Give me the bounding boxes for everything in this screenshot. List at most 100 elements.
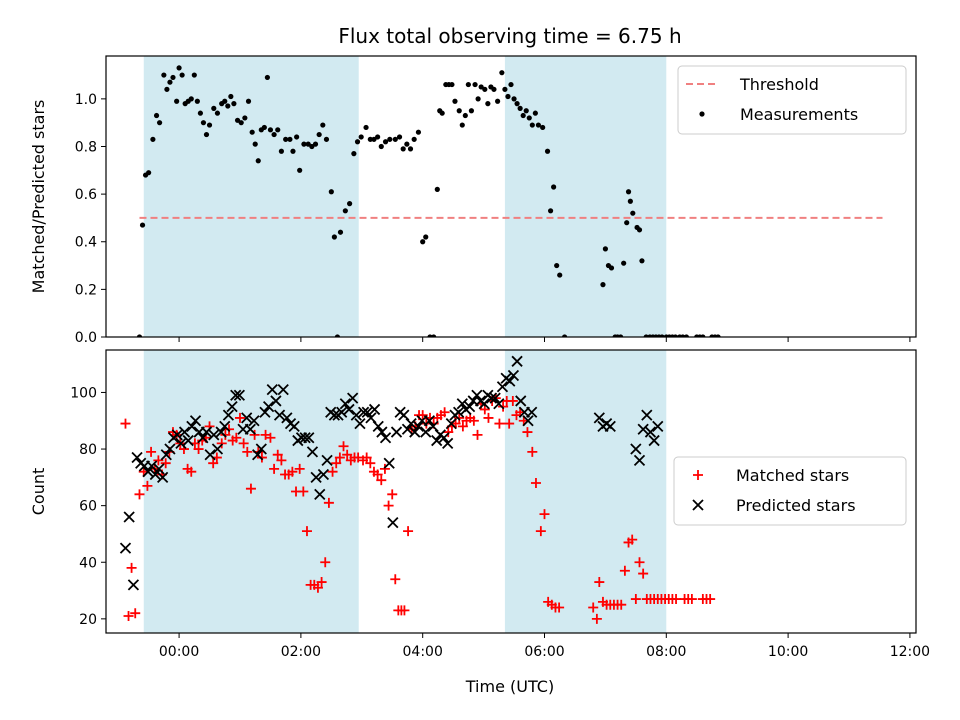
predicted-stars-point	[368, 403, 381, 416]
matched-stars-point	[387, 489, 398, 500]
measurements-point	[529, 122, 535, 128]
measurements-point	[387, 136, 393, 142]
measurements-point	[508, 81, 514, 88]
predicted-stars-point	[266, 383, 278, 396]
matched-stars-point	[126, 562, 137, 573]
matched-stars-point	[454, 412, 465, 423]
predicted-stars-point	[438, 432, 450, 444]
matched-stars-point	[554, 602, 565, 613]
predicted-stars-point	[175, 437, 187, 450]
matched-stars-point	[234, 412, 245, 423]
measurements-point	[621, 260, 627, 266]
measurements-point	[482, 86, 488, 92]
matched-stars-point	[338, 441, 349, 452]
predicted-stars-point	[248, 415, 260, 427]
y-tick-label: 60	[79, 499, 97, 515]
y-axis-label: Count	[29, 468, 48, 516]
measurements-point	[170, 74, 176, 81]
matched-stars-point	[316, 577, 327, 588]
measurements-point	[456, 108, 462, 114]
matched-stars-point	[312, 582, 323, 593]
measurements-point	[203, 131, 210, 138]
measurements-point	[526, 115, 532, 121]
predicted-stars-point	[219, 420, 231, 433]
measurements-point	[423, 234, 429, 240]
matched-stars-point	[298, 486, 309, 497]
measurements-point	[514, 101, 520, 107]
legend-item: Predicted stars	[692, 496, 856, 515]
plot-area	[136, 65, 721, 337]
matched-stars-point	[522, 427, 533, 438]
matched-stars-point	[634, 557, 645, 568]
predicted-stars-point	[336, 406, 348, 418]
predicted-stars-point	[197, 432, 209, 444]
matched-stars-point	[399, 605, 410, 616]
measurements-point	[472, 81, 478, 88]
legend-item: Measurements	[699, 105, 858, 124]
bottom-panel-count-plot: 20 40 60 80 100 00:00 02:00 04:00 06:00 08:00 10:0…	[29, 349, 930, 660]
measurements-point	[283, 136, 289, 142]
x-tick-label: 06:00	[524, 644, 564, 660]
measurements-point	[323, 136, 330, 142]
measurements-point	[206, 122, 213, 128]
predicted-stars-point	[189, 415, 202, 427]
matched-stars-point	[686, 594, 697, 605]
measurements-point	[228, 93, 234, 100]
legend-item: Threshold	[686, 75, 819, 94]
predicted-stars-point	[496, 381, 509, 393]
legend-swatch	[692, 499, 704, 511]
measurements-point	[600, 282, 606, 288]
y-tick-label: 0.8	[75, 139, 97, 155]
matched-stars-point	[242, 446, 253, 457]
matched-stars-point	[591, 613, 602, 624]
predicted-stars-point	[648, 434, 660, 447]
matched-stars-point	[294, 463, 305, 474]
measurements-point	[150, 136, 156, 142]
matched-stars-point	[269, 463, 280, 474]
x-axis-label: Time (UTC)	[465, 677, 554, 696]
predicted-stars-point	[146, 460, 158, 472]
measurements-point	[153, 112, 160, 119]
measurements-point	[449, 81, 455, 88]
measurements-point	[535, 122, 542, 128]
measurements-point	[639, 258, 645, 264]
plot-area	[119, 355, 716, 624]
predicted-stars-point	[328, 409, 341, 421]
predicted-stars-point	[507, 369, 520, 382]
predicted-stars-point	[515, 395, 527, 407]
measurements-point	[540, 124, 546, 131]
predicted-stars-point	[493, 398, 505, 410]
measurements-point	[392, 136, 398, 142]
x-tick-label: 04:00	[403, 644, 443, 660]
predicted-stars-point	[452, 406, 465, 418]
measurements-point	[554, 262, 560, 269]
predicted-stars-point	[186, 420, 198, 433]
measurements-point	[523, 108, 529, 114]
measurements-point	[297, 167, 303, 173]
matched-stars-point	[160, 458, 171, 469]
predicted-stars-point	[604, 420, 616, 433]
measurements-point	[245, 98, 252, 104]
measurements-point	[400, 146, 406, 152]
predicted-stars-point	[317, 468, 330, 481]
matched-stars-point	[142, 480, 153, 491]
measurements-point	[375, 134, 381, 140]
measurements-point	[179, 72, 185, 78]
measurements-point	[358, 134, 364, 140]
legend-label: Threshold	[739, 75, 819, 94]
measurements-point	[249, 129, 255, 135]
measurements-point	[517, 105, 523, 111]
measurements-point	[287, 136, 293, 142]
predicted-stars-point	[270, 395, 282, 407]
shaded-interval-1	[143, 56, 359, 337]
matched-stars-point	[256, 452, 267, 463]
predicted-stars-point	[445, 417, 457, 430]
predicted-stars-point	[442, 437, 454, 450]
measurements-point	[404, 141, 410, 147]
predicted-stars-point	[142, 466, 154, 478]
matched-stars-point	[376, 475, 387, 486]
predicted-stars-point	[171, 429, 183, 441]
matched-stars-point	[705, 594, 716, 605]
legend: Threshold Measurements	[677, 65, 907, 135]
predicted-stars-point	[182, 434, 194, 447]
